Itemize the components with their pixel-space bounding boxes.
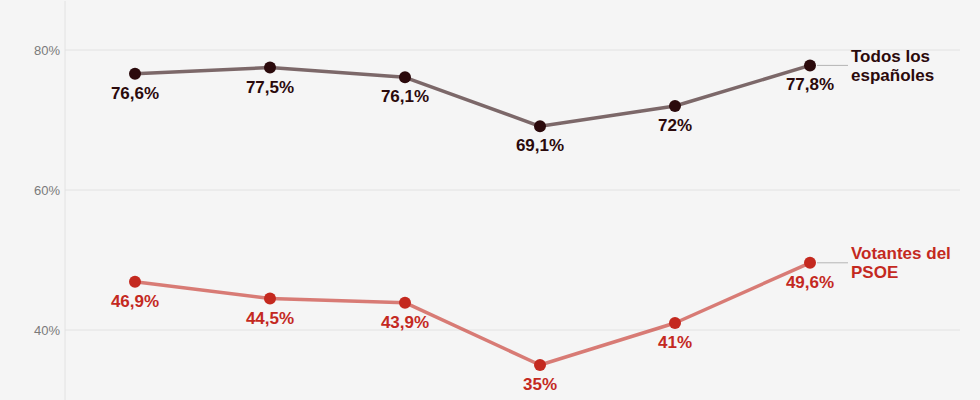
y-tick-label: 60% <box>34 183 60 198</box>
legend-label-line: Todos los <box>851 47 930 66</box>
chart-svg: 40% 60% 80% 76,6% 77,5% 76,1% 69,1% 72% 77,8% Tod… <box>0 0 980 400</box>
legend-label-line: Votantes del <box>851 244 951 263</box>
legend-connector <box>817 262 848 263</box>
point-marker <box>399 71 411 83</box>
data-label: 35% <box>523 375 557 394</box>
point-marker <box>264 293 276 305</box>
point-marker <box>399 297 411 309</box>
series-line <box>135 65 810 126</box>
series-line <box>135 263 810 365</box>
data-label: 72% <box>658 116 692 135</box>
labels: 76,6% 77,5% 76,1% 69,1% 72% 77,8% Todos losesp… <box>111 47 951 394</box>
point-marker <box>669 100 681 112</box>
data-label: 77,5% <box>246 78 294 97</box>
legend-label: Votantes delPSOE <box>851 244 951 282</box>
data-label: 46,9% <box>111 292 159 311</box>
y-tick-label: 40% <box>34 323 60 338</box>
data-label: 77,8% <box>786 75 834 94</box>
point-marker <box>534 120 546 132</box>
data-label: 44,5% <box>246 309 294 328</box>
chart-container: 40% 60% 80% 76,6% 77,5% 76,1% 69,1% 72% 77,8% Tod… <box>0 0 980 400</box>
legend-label-line: PSOE <box>851 263 898 282</box>
point-marker <box>129 276 141 288</box>
point-marker <box>804 257 816 269</box>
data-label: 43,9% <box>381 313 429 332</box>
point-marker <box>669 317 681 329</box>
data-label: 49,6% <box>786 273 834 292</box>
background <box>0 0 980 400</box>
grid-line <box>65 330 960 331</box>
point-marker <box>534 359 546 371</box>
data-label: 76,1% <box>381 87 429 106</box>
legend-connector <box>817 65 848 66</box>
legend-label-line: españoles <box>851 66 934 85</box>
marks <box>129 59 816 371</box>
legend-label: Todos losespañoles <box>851 47 934 85</box>
data-label: 76,6% <box>111 84 159 103</box>
page: {"chart_data": { "type": "line", "catego… <box>0 0 980 400</box>
y-axis-line <box>65 1 66 400</box>
point-marker <box>264 62 276 74</box>
point-marker <box>804 59 816 71</box>
grid-line <box>65 190 960 191</box>
point-marker <box>129 68 141 80</box>
grid-line <box>65 50 960 51</box>
data-label: 69,1% <box>516 136 564 155</box>
data-label: 41% <box>658 333 692 352</box>
y-tick-label: 80% <box>34 43 60 58</box>
